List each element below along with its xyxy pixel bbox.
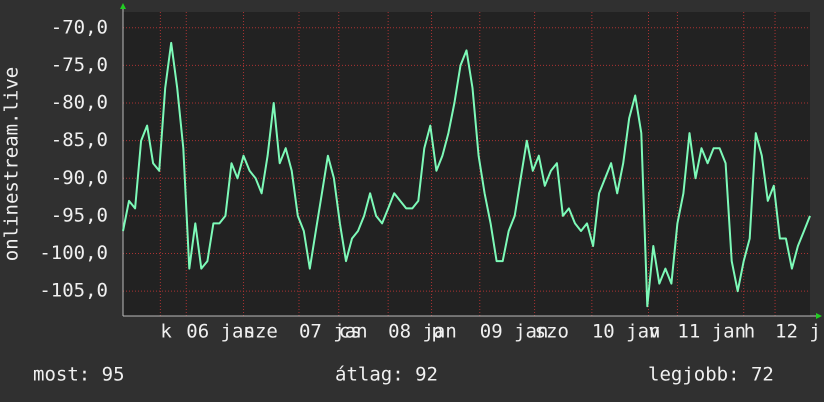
y-tick-label: -95,0	[51, 204, 108, 226]
y-tick-label: -80,0	[51, 92, 108, 114]
y-tick-label: -105,0	[39, 280, 108, 302]
axis-arrow	[120, 3, 126, 9]
x-tick-label: 06 jan	[186, 321, 255, 343]
x-tick-label: sze	[244, 321, 278, 343]
x-tick-label: cs	[339, 321, 362, 343]
footer-current: most: 95	[33, 364, 125, 386]
y-axis-label: onlinestream.live	[1, 67, 23, 261]
y-tick-label: -100,0	[39, 242, 108, 264]
footer-best: legjobb: 72	[648, 364, 774, 386]
plot-area	[123, 12, 810, 316]
x-tick-label: k	[160, 321, 172, 343]
y-tick-label: -75,0	[51, 54, 108, 76]
y-tick-label: -70,0	[51, 16, 108, 38]
x-tick-label: 07 jan	[299, 321, 368, 343]
x-tick-label: 12 j	[775, 321, 821, 343]
x-tick-label: 09 jan	[480, 321, 549, 343]
x-tick-label: h	[744, 321, 755, 343]
x-tick-label: v	[648, 321, 659, 343]
x-tick-label: 10 jan	[592, 321, 661, 343]
data-line	[122, 41, 811, 308]
x-tick-label: szo	[535, 321, 569, 343]
x-tick-label: 08 jan	[388, 321, 457, 343]
x-tick-label: p	[432, 321, 443, 343]
footer-average: átlag: 92	[335, 364, 438, 386]
x-tick-label: 11 jan	[677, 321, 746, 343]
y-tick-label: -85,0	[51, 129, 108, 151]
y-tick-label: -90,0	[51, 167, 108, 189]
axis-arrow	[816, 313, 822, 319]
